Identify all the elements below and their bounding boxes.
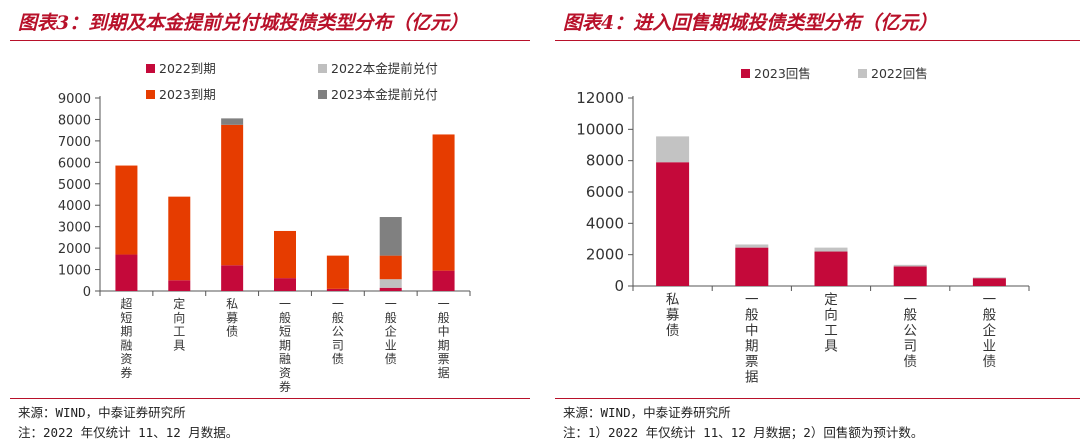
left-source-rule [10, 398, 530, 399]
legend-label: 2023本金提前兑付 [331, 87, 438, 102]
bar-2023回售-4 [972, 278, 1006, 286]
y-tick-label: 2000 [586, 246, 624, 264]
right-title-rule [555, 40, 1080, 41]
y-tick-label: 8000 [58, 113, 91, 128]
bar-2022本金提前兑付-5 [379, 279, 402, 288]
right-stacked-bar-chart: 0 2000 4000 6000 8000 10000 12000 私募债 一般中期票据 定向工具… [576, 66, 1030, 386]
y-tick-label: 2000 [58, 242, 91, 257]
right-source: 来源：WIND，中泰证券研究所 [563, 405, 731, 420]
legend-label: 2023到期 [159, 87, 216, 102]
legend-label: 2022回售 [871, 66, 928, 81]
x-category-label: 定向工具 [173, 296, 185, 352]
bar-2022到期-5 [379, 287, 402, 291]
legend-label: 2023回售 [754, 66, 811, 81]
y-tick-label: 0 [614, 277, 624, 295]
bar-2023到期-5 [379, 255, 402, 280]
bar-2022到期-1 [168, 280, 191, 291]
x-category-label: 一般企业债 [385, 297, 397, 366]
legend-label: 2022本金提前兑付 [331, 61, 438, 76]
bar-2022到期-2 [221, 265, 244, 291]
right-source-rule [555, 398, 1080, 399]
y-tick-label: 6000 [58, 156, 91, 171]
bar-2023回售-3 [893, 266, 927, 286]
y-tick-label: 0 [83, 285, 91, 300]
bar-2023到期-0 [115, 165, 138, 255]
bar-2023回售-1 [735, 247, 769, 286]
right-panel: 图表4：进入回售期城投债类型分布（亿元） 0 2000 4000 6000 8000 10… [545, 0, 1080, 445]
bar-2022到期-0 [115, 254, 138, 291]
legend-swatch [146, 90, 155, 99]
legend-swatch [741, 69, 750, 78]
x-category-label: 私募债 [226, 297, 238, 339]
bar-2022到期-3 [274, 278, 296, 291]
bar-2022回售-2 [814, 247, 848, 252]
bar-2023到期-1 [168, 196, 191, 281]
bar-2022回售-0 [656, 136, 690, 163]
left-panel: 图表3：到期及本金提前兑付城投债类型分布（亿元） 0 1000 2000 3000 40… [0, 0, 530, 445]
y-tick-label: 12000 [576, 89, 624, 107]
x-category-label: 一般中期票据 [745, 292, 759, 386]
bar-2023本金提前兑付-5 [379, 217, 402, 256]
y-tick-label: 4000 [58, 199, 91, 214]
bar-2022回售-4 [972, 277, 1006, 279]
legend-swatch [318, 90, 327, 99]
bar-2022回售-1 [735, 244, 769, 248]
left-source: 来源：WIND，中泰证券研究所 [18, 405, 186, 420]
left-chart-title: 图表3：到期及本金提前兑付城投债类型分布（亿元） [18, 12, 469, 34]
x-category-label: 超短期融资券 [120, 296, 132, 380]
bar-2022到期-4 [326, 288, 349, 291]
x-category-label: 一般中期票据 [438, 297, 450, 380]
bar-2022回售-3 [893, 264, 927, 267]
left-note: 注：2022 年仅统计 11、12 月数据。 [18, 425, 239, 440]
y-tick-label: 5000 [58, 178, 91, 193]
legend-swatch [858, 69, 867, 78]
y-tick-label: 9000 [58, 92, 91, 107]
x-category-label: 一般公司债 [332, 297, 344, 366]
x-category-label: 一般企业债 [983, 292, 997, 370]
left-title-rule [10, 40, 530, 41]
x-category-label: 一般公司债 [903, 292, 917, 370]
y-tick-label: 7000 [58, 135, 91, 150]
left-stacked-bar-chart: 0 1000 2000 3000 4000 5000 6000 7000 8000 9000 超短期… [58, 61, 471, 394]
right-chart-title: 图表4：进入回售期城投债类型分布（亿元） [563, 12, 938, 34]
x-category-label: 私募债 [666, 292, 680, 339]
bar-2022到期-6 [432, 270, 455, 291]
bar-2023到期-4 [326, 255, 349, 289]
y-tick-label: 1000 [58, 264, 91, 279]
x-category-label: 定向工具 [824, 292, 838, 355]
bar-2023回售-2 [814, 251, 848, 286]
right-note: 注：1）2022 年仅统计 11、12 月数据；2）回售额为预计数。 [563, 425, 924, 440]
bar-2023回售-0 [656, 162, 690, 286]
y-tick-label: 10000 [576, 120, 624, 138]
bar-2023本金提前兑付-2 [221, 118, 244, 125]
bar-2023到期-3 [274, 230, 296, 279]
legend-swatch [318, 64, 327, 73]
y-tick-label: 4000 [586, 214, 624, 232]
y-tick-label: 3000 [58, 221, 91, 236]
bar-2023到期-2 [221, 124, 244, 266]
bar-2023到期-6 [432, 134, 455, 271]
y-tick-label: 8000 [586, 152, 624, 170]
y-tick-label: 6000 [586, 183, 624, 201]
legend-label: 2022到期 [159, 61, 216, 76]
x-category-label: 一般短期融资券 [279, 297, 291, 394]
legend-swatch [146, 64, 155, 73]
